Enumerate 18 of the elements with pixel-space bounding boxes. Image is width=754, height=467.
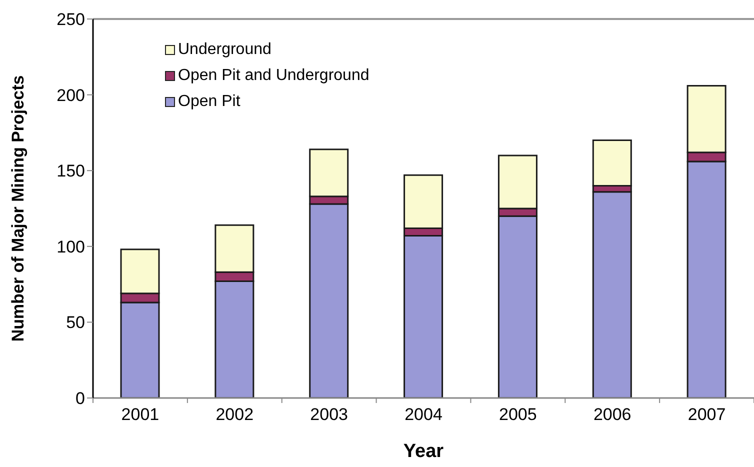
- x-axis-title: Year: [403, 441, 444, 462]
- y-tick-label: 150: [56, 162, 85, 181]
- x-tick-label: 2003: [310, 405, 348, 424]
- x-tick-label: 2005: [499, 405, 537, 424]
- x-tick-label: 2004: [404, 405, 442, 424]
- x-tick-label: 2001: [121, 405, 160, 424]
- y-axis-title: Number of Major Mining Projects: [8, 75, 28, 342]
- legend-label: Open Pit and Underground: [178, 67, 370, 85]
- x-tick-label: 2002: [216, 405, 254, 424]
- legend-label: Underground: [178, 41, 272, 59]
- y-tick-label: 0: [76, 389, 85, 408]
- legend-label: Open Pit: [178, 93, 240, 111]
- y-tick-label: 250: [56, 10, 85, 30]
- y-tick-label: 200: [56, 86, 85, 105]
- y-tick-label: 50: [66, 313, 85, 332]
- x-tick-label: 2007: [688, 405, 726, 424]
- x-tick-label: 2006: [593, 405, 632, 424]
- y-tick-label: 100: [56, 237, 85, 256]
